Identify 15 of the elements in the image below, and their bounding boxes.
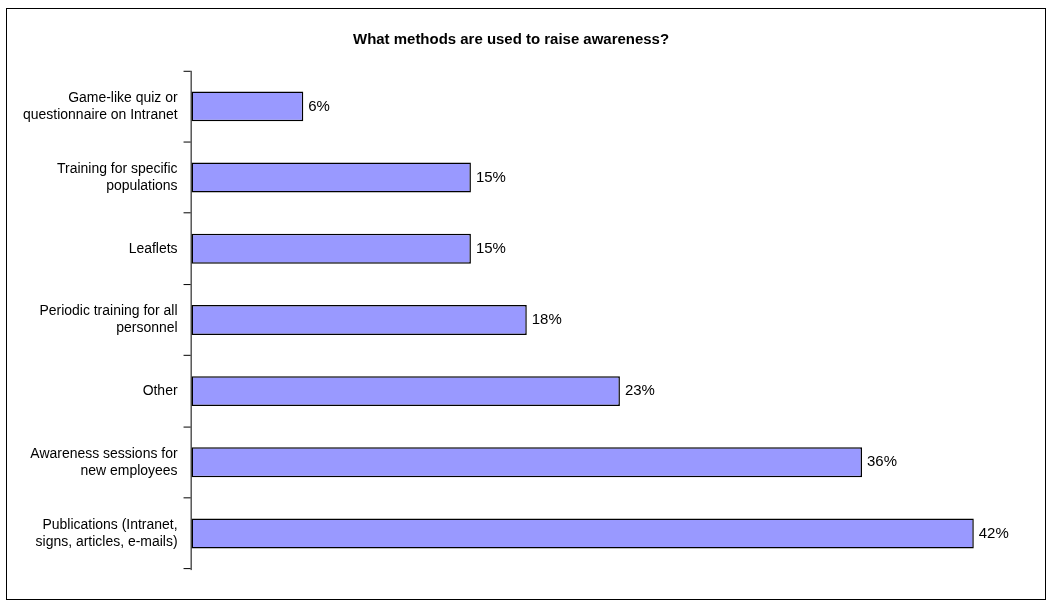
- y-tick-label: Leaflets: [128, 239, 178, 256]
- data-label: 18%: [531, 310, 562, 328]
- y-tick-label: Training for specific populations: [57, 160, 178, 193]
- data-label: 23%: [624, 381, 655, 399]
- data-label: 42%: [978, 523, 1009, 541]
- data-label: 15%: [475, 167, 506, 185]
- y-tick-label: Publications (Intranet, signs, articles, e-mails): [35, 515, 178, 549]
- y-tick-label: Other: [142, 381, 178, 398]
- y-tick-label: Game-like quiz or questionnaire on Intranet: [23, 88, 178, 122]
- data-label: 6%: [308, 96, 330, 114]
- data-label: 36%: [867, 452, 897, 470]
- data-label: 15%: [475, 238, 506, 256]
- chart-title: What methods are used to raise awareness?: [353, 30, 670, 48]
- y-tick-label: Awareness sessions for new employees: [30, 444, 178, 478]
- y-tick-label: Periodic training for all personnel: [39, 302, 178, 336]
